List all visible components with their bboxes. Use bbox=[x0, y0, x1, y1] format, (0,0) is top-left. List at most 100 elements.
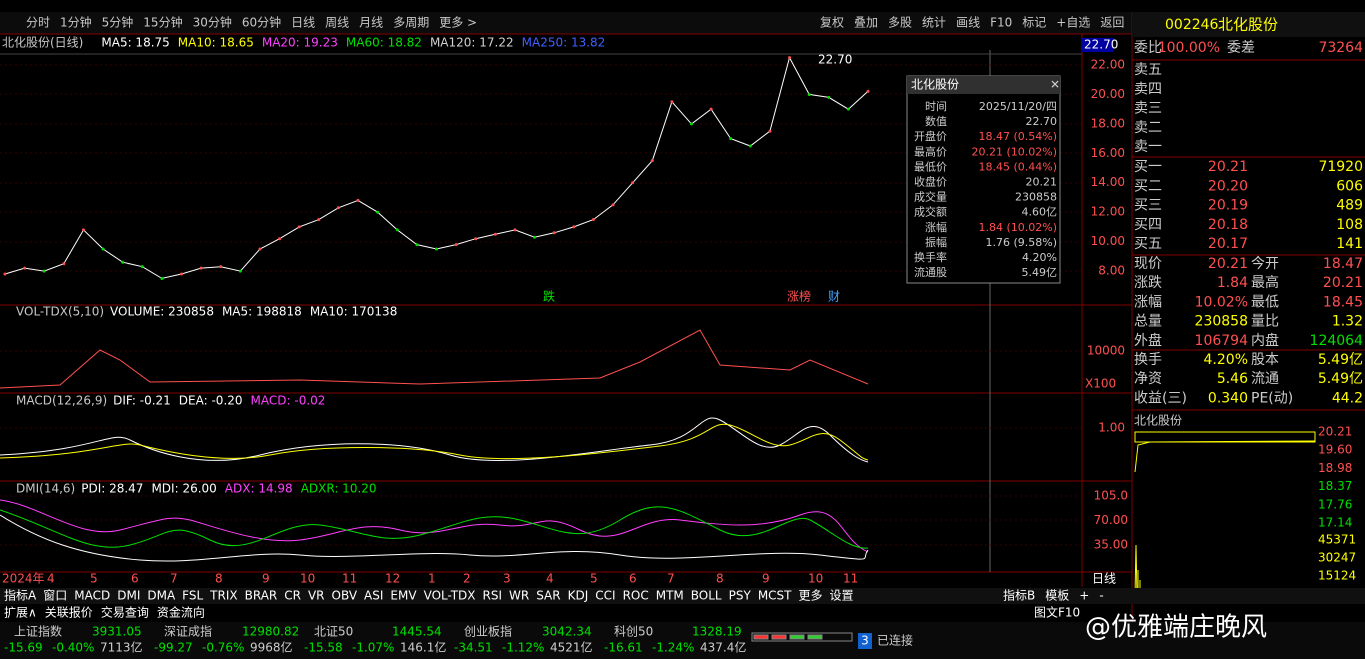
x-tick-label: 1 bbox=[428, 572, 436, 586]
close-point bbox=[474, 237, 478, 241]
tab[interactable]: - bbox=[1099, 589, 1103, 603]
tab[interactable]: WR bbox=[509, 589, 529, 603]
stat-value: 0.340 bbox=[1208, 390, 1248, 406]
menu-item[interactable]: 日线 bbox=[291, 16, 315, 30]
close-point bbox=[454, 243, 458, 247]
menu-item[interactable]: 返回 bbox=[1100, 16, 1124, 30]
stat-label: 内盘 bbox=[1251, 332, 1279, 349]
menu-item[interactable]: 复权 bbox=[820, 16, 844, 30]
tab[interactable]: 图文F10 bbox=[1034, 605, 1080, 620]
menu-item[interactable]: 多股 bbox=[888, 16, 912, 30]
tab[interactable]: MACD bbox=[74, 589, 110, 603]
x-tick-label: 11 bbox=[843, 572, 858, 586]
watermark: @优雅端庄晚风 bbox=[1085, 613, 1267, 643]
tab[interactable]: KDJ bbox=[568, 589, 589, 603]
index-pct: -1.07% bbox=[352, 641, 394, 655]
tooltip-value: 4.60亿 bbox=[1022, 206, 1058, 219]
menu-item[interactable]: 叠加 bbox=[854, 16, 878, 30]
close-point bbox=[317, 218, 321, 222]
buy-level: 买五 bbox=[1134, 236, 1162, 252]
tab[interactable]: TRIX bbox=[209, 589, 237, 603]
y-tick-label: 18.37 bbox=[1318, 479, 1352, 493]
tab[interactable]: ROC bbox=[623, 589, 649, 603]
tab[interactable]: CR bbox=[284, 589, 301, 603]
menu-item[interactable]: +自选 bbox=[1056, 16, 1090, 30]
x-tick-label: 2 bbox=[463, 572, 471, 586]
index-name: 创业板指 bbox=[464, 624, 512, 639]
menu-item[interactable]: 5分钟 bbox=[102, 15, 134, 30]
close-point bbox=[572, 225, 576, 229]
tooltip-key: 收盘价 bbox=[914, 175, 947, 189]
ma-label: MA20: 19.23 bbox=[262, 36, 338, 50]
tab[interactable]: BRAR bbox=[245, 589, 278, 603]
close-point bbox=[435, 247, 438, 251]
tab[interactable]: 交易查询 bbox=[101, 605, 149, 620]
menu-item[interactable]: 统计 bbox=[922, 16, 946, 30]
menu-item[interactable]: 周线 bbox=[325, 16, 349, 30]
menu-item[interactable]: 分时 bbox=[26, 16, 50, 30]
menu-item[interactable]: 月线 bbox=[359, 16, 383, 30]
y-tick-label: 10.00 bbox=[1091, 234, 1125, 248]
ma-label: MA250: 13.82 bbox=[522, 36, 606, 50]
tooltip-key: 最低价 bbox=[914, 160, 947, 173]
tab[interactable]: 更多 bbox=[799, 589, 823, 603]
tab[interactable]: EMV bbox=[390, 589, 417, 603]
menu-item[interactable]: 30分钟 bbox=[193, 15, 232, 30]
stock-code: 002246 bbox=[1165, 17, 1219, 33]
sell-level: 卖一 bbox=[1134, 139, 1162, 155]
tab[interactable]: 关联报价 bbox=[45, 605, 93, 620]
status-bar bbox=[0, 622, 1365, 659]
close-point bbox=[729, 137, 733, 141]
tab[interactable]: ASI bbox=[364, 589, 383, 603]
period-label: 日线 bbox=[1092, 572, 1116, 586]
tab[interactable]: + bbox=[1079, 589, 1089, 603]
mini-line bbox=[1134, 440, 1316, 473]
event-flag: 财 bbox=[828, 290, 840, 304]
index-change: -34.51 bbox=[454, 641, 493, 655]
menu-item[interactable]: 60分钟 bbox=[242, 15, 281, 30]
menu-item[interactable]: 画线 bbox=[956, 16, 980, 30]
stat-label: PE(动) bbox=[1251, 390, 1293, 406]
x-tick-label: 4 bbox=[47, 572, 55, 586]
tab[interactable]: 窗口 bbox=[43, 589, 67, 603]
menu-item[interactable]: 多周期 bbox=[393, 16, 429, 30]
tooltip-value: 4.20% bbox=[1022, 251, 1057, 264]
tab[interactable]: FSL bbox=[182, 589, 203, 603]
menu-item[interactable]: 更多 > bbox=[439, 16, 477, 30]
indicator-value: ADXR: 10.20 bbox=[301, 482, 377, 496]
tab[interactable]: 扩展∧ bbox=[4, 606, 37, 620]
buy-level: 买二 bbox=[1134, 178, 1162, 194]
tab[interactable]: OBV bbox=[332, 589, 358, 603]
tab[interactable]: VOL-TDX bbox=[424, 589, 476, 603]
tab[interactable]: VR bbox=[308, 589, 325, 603]
menu-item[interactable]: F10 bbox=[990, 16, 1012, 30]
y-tick-label: 12.00 bbox=[1091, 205, 1125, 219]
tab[interactable]: BOLL bbox=[691, 589, 722, 603]
stock-name: 北化股份 bbox=[1218, 16, 1278, 34]
indicator-curves bbox=[0, 329, 869, 562]
tab[interactable]: MCST bbox=[758, 589, 792, 603]
buy-volume: 141 bbox=[1336, 236, 1363, 252]
tab[interactable]: RSI bbox=[483, 589, 503, 603]
tab[interactable]: DMI bbox=[117, 589, 140, 603]
tab[interactable]: PSY bbox=[729, 589, 752, 603]
close-button[interactable]: ✕ bbox=[1050, 78, 1060, 92]
tab[interactable]: CCI bbox=[595, 589, 615, 603]
tooltip-key: 开盘价 bbox=[914, 129, 947, 143]
tooltip-key: 流通股 bbox=[914, 265, 947, 279]
tab[interactable]: MTM bbox=[656, 589, 684, 603]
tab[interactable]: 指标A bbox=[4, 588, 37, 603]
tab[interactable]: 指标B bbox=[1003, 588, 1035, 603]
menu-item[interactable]: 1分钟 bbox=[60, 15, 92, 30]
menu-item[interactable]: 15分钟 bbox=[143, 15, 182, 30]
tab[interactable]: 模板 bbox=[1045, 589, 1069, 603]
stat-label: 涨幅 bbox=[1134, 294, 1162, 310]
tab[interactable]: 设置 bbox=[830, 589, 854, 603]
tab[interactable]: 资金流向 bbox=[157, 605, 205, 620]
menu-item[interactable]: 标记 bbox=[1022, 16, 1046, 30]
tab[interactable]: DMA bbox=[147, 589, 176, 603]
close-point bbox=[376, 210, 380, 214]
tab[interactable]: SAR bbox=[536, 589, 560, 603]
unit-label: X100 bbox=[1085, 377, 1116, 391]
x-tick-label: 9 bbox=[762, 572, 770, 586]
